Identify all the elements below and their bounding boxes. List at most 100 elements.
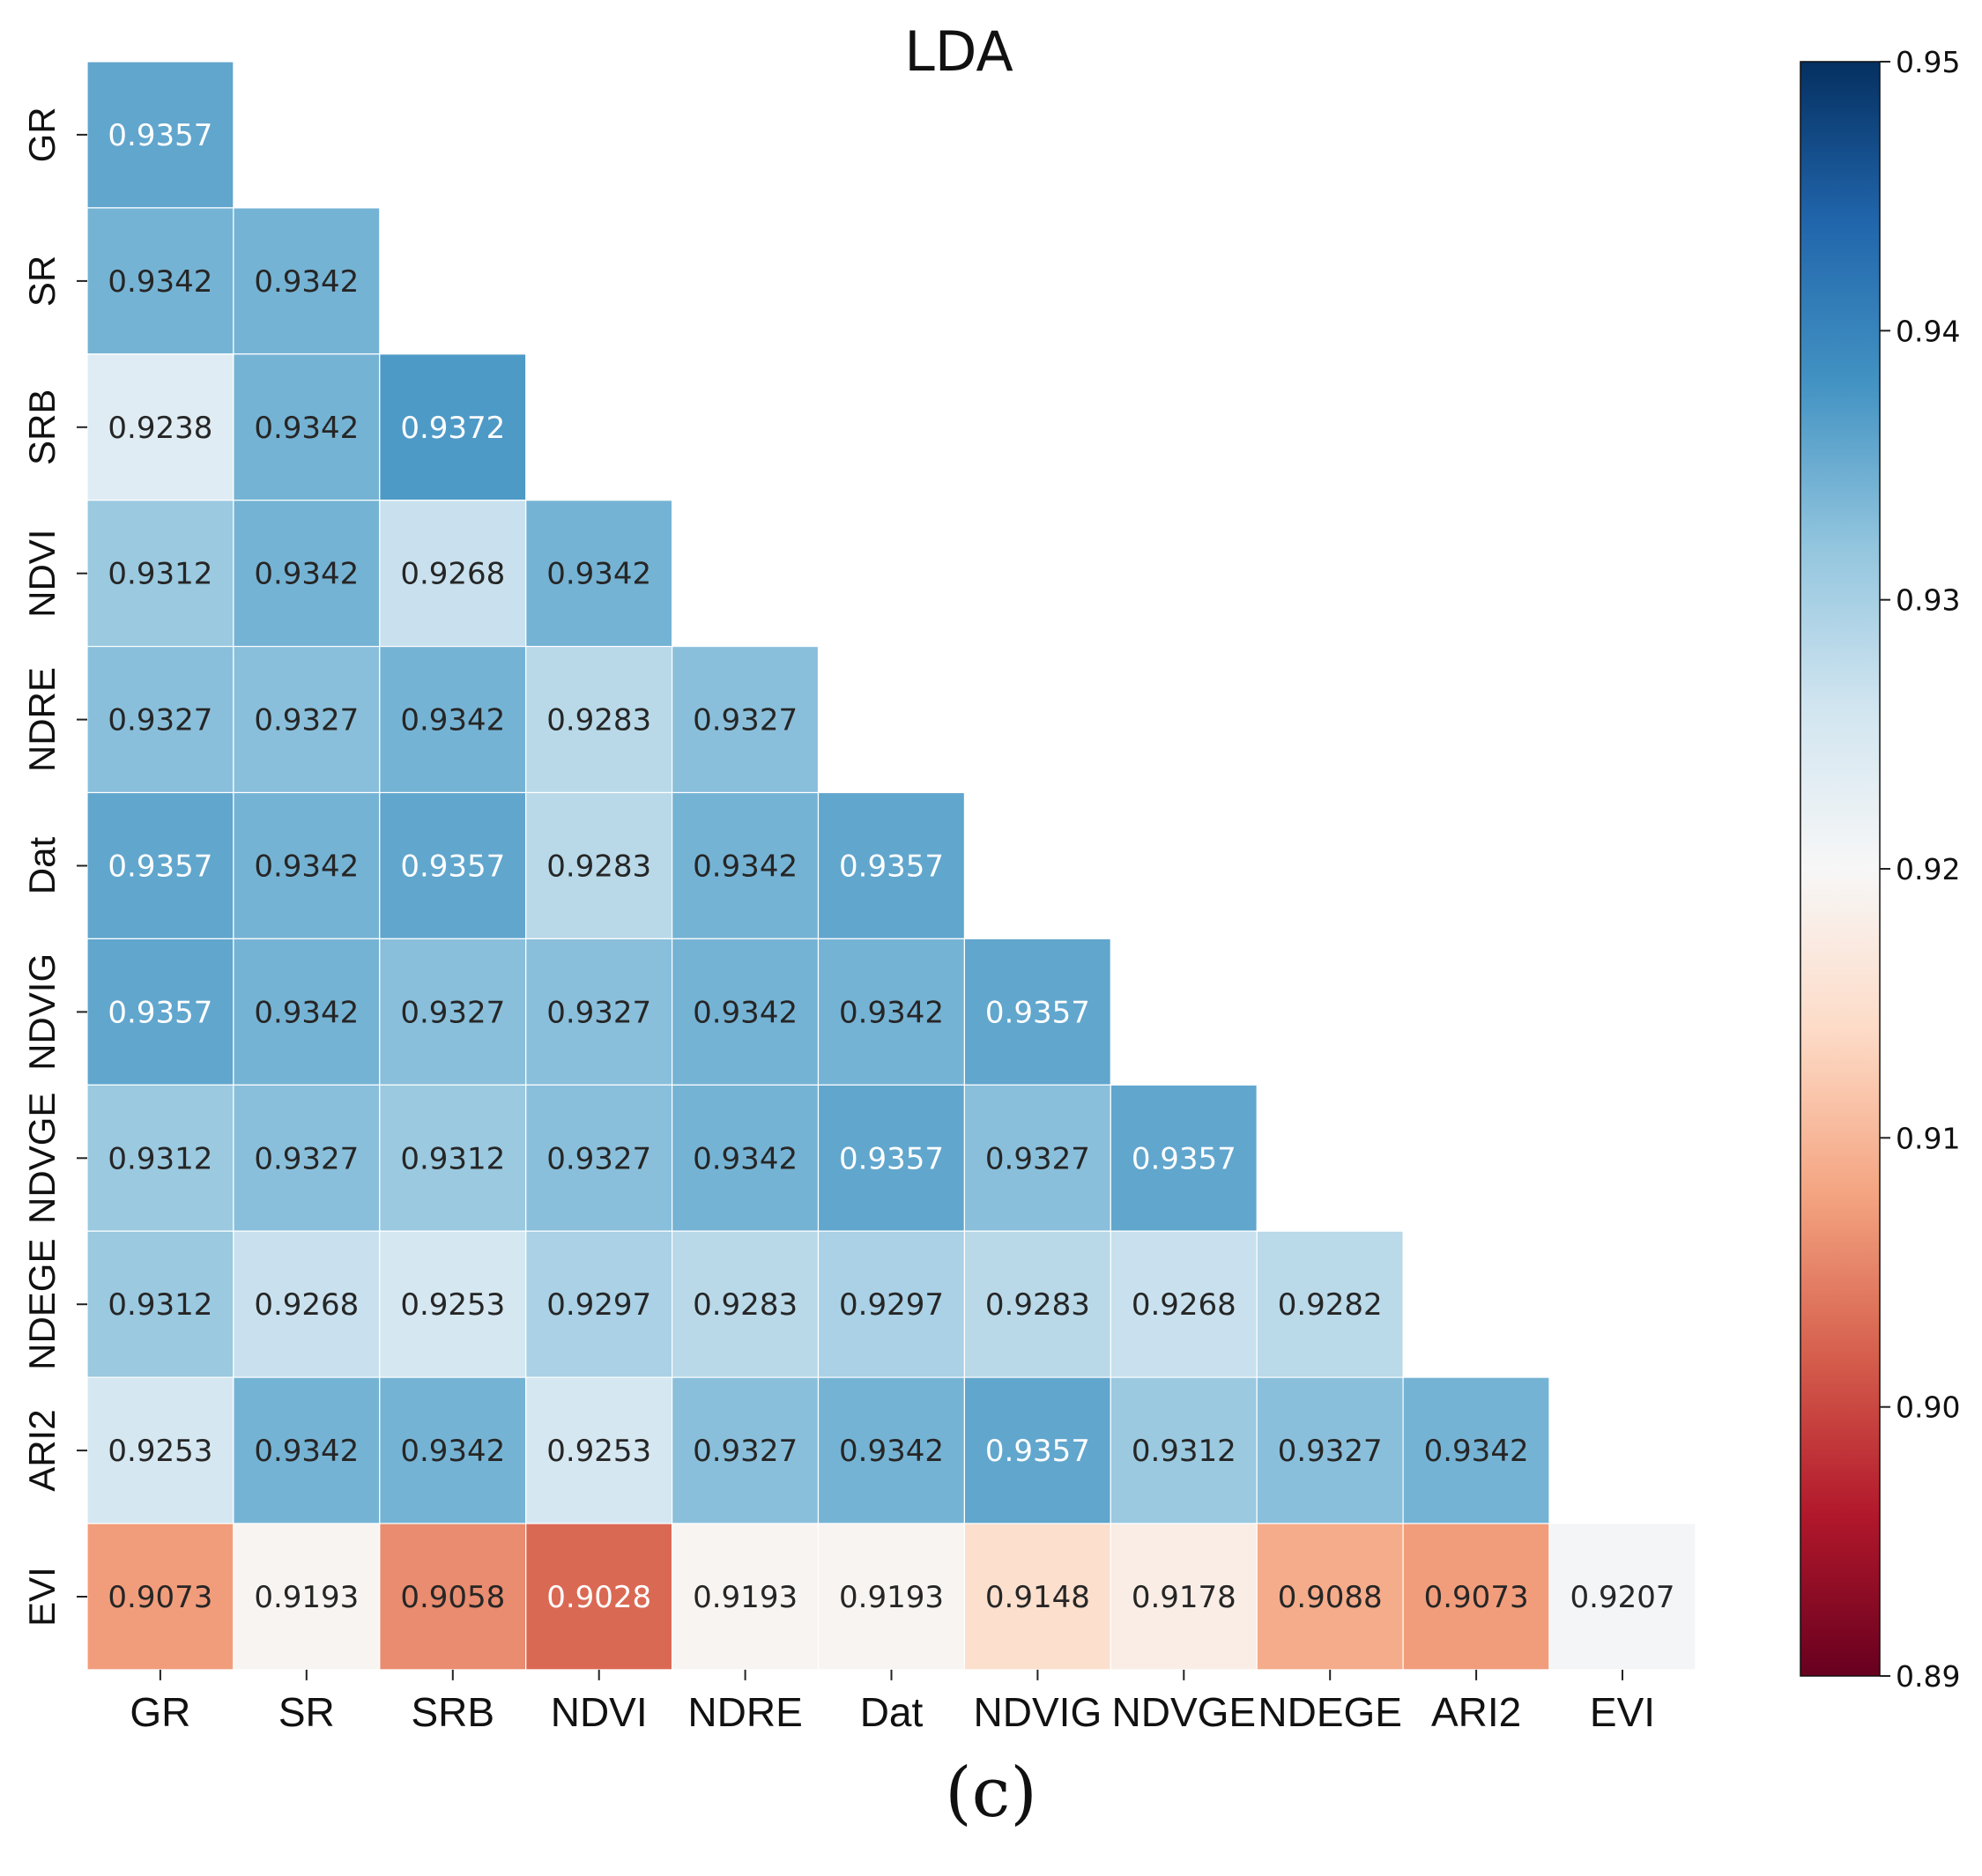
heatmap-cell	[671, 791, 820, 939]
cell-value-label: 0.9073	[1424, 1580, 1529, 1615]
colorbar-tick-label: 0.89	[1896, 1659, 1960, 1694]
y-tick-label: Dat	[21, 836, 63, 894]
colorbar-tick-label: 0.95	[1896, 45, 1960, 79]
y-tick-label: NDVI	[21, 530, 63, 618]
x-tick-label: SRB	[412, 1689, 495, 1735]
heatmap-cell	[525, 645, 673, 794]
cell-value-label: 0.9282	[1278, 1287, 1383, 1323]
heatmap-cell	[379, 791, 527, 939]
cell-value-label: 0.9327	[1278, 1434, 1383, 1469]
cell-value-label: 0.9357	[108, 995, 212, 1030]
x-tick-label: NDVI	[551, 1689, 648, 1735]
cell-value-label: 0.9342	[108, 264, 212, 300]
heatmap-cell	[379, 1230, 527, 1378]
cell-value-label: 0.9088	[1278, 1580, 1383, 1615]
heatmap-cell	[817, 791, 965, 939]
x-axis-labels: GR SR SRB NDVI NDRE Dat NDVIG NDVGE NDEGE ARI2 EVI	[130, 1669, 1655, 1735]
colorbar-tick-label: 0.92	[1896, 852, 1960, 886]
cell-value-label: 0.9193	[254, 1580, 359, 1615]
x-tick-label: SR	[278, 1689, 335, 1735]
heatmap-cells: 0.9357 0.9342 0.9342 0.9238 0.9342 0.9372 0.93…	[86, 61, 1696, 1671]
cell-value-label: 0.9327	[254, 703, 359, 738]
heatmap-cell	[233, 645, 381, 794]
chart-title: LDA	[904, 19, 1013, 84]
heatmap-cell	[1110, 1376, 1258, 1524]
cell-value-label: 0.9283	[546, 703, 651, 738]
cell-value-label: 0.9327	[985, 1141, 1090, 1176]
y-tick-label: NDEGE	[21, 1239, 63, 1370]
heatmap-cell	[525, 791, 673, 939]
heatmap-cell	[379, 1084, 527, 1232]
heatmap-cell	[817, 938, 965, 1086]
cell-value-label: 0.9268	[254, 1287, 359, 1323]
colorbar-tick-label: 0.93	[1896, 583, 1960, 618]
heatmap-cell	[379, 645, 527, 794]
heatmap-cell	[233, 1523, 381, 1671]
colorbar-ticks: 0.95 0.94 0.93 0.92 0.91 0.90 0.89	[1880, 45, 1960, 1694]
y-tick-label: SRB	[21, 389, 63, 465]
heatmap-cell	[817, 1376, 965, 1524]
heatmap-cell	[86, 1523, 234, 1671]
colorbar-tick-label: 0.94	[1896, 314, 1960, 348]
heatmap-cell	[963, 1523, 1111, 1671]
cell-value-label: 0.9283	[693, 1287, 798, 1323]
cell-value-label: 0.9342	[254, 1434, 359, 1469]
cell-value-label: 0.9357	[985, 1434, 1090, 1469]
cell-value-label: 0.9342	[839, 1434, 944, 1469]
cell-value-label: 0.9342	[693, 1141, 798, 1176]
cell-value-label: 0.9342	[693, 995, 798, 1030]
cell-value-label: 0.9327	[254, 1141, 359, 1176]
cell-value-label: 0.9357	[400, 849, 505, 885]
cell-value-label: 0.9342	[254, 411, 359, 446]
heatmap-cell	[233, 1230, 381, 1378]
x-tick-label: EVI	[1590, 1689, 1655, 1735]
y-tick-label: NDRE	[21, 667, 63, 772]
cell-value-label: 0.9148	[985, 1580, 1090, 1615]
heatmap-cell	[233, 1376, 381, 1524]
cell-value-label: 0.9312	[1132, 1434, 1236, 1469]
cell-value-label: 0.9342	[839, 995, 944, 1030]
cell-value-label: 0.9193	[839, 1580, 944, 1615]
heatmap-cell	[1256, 1230, 1404, 1378]
y-tick-label: GR	[21, 107, 63, 162]
cell-value-label: 0.9342	[693, 849, 798, 885]
x-tick-label: NDVGE	[1112, 1689, 1257, 1735]
cell-value-label: 0.9357	[839, 1141, 944, 1176]
heatmap-cell	[671, 645, 820, 794]
heatmap-cell	[1110, 1084, 1258, 1232]
cell-value-label: 0.9238	[108, 411, 212, 446]
heatmap-cell	[817, 1523, 965, 1671]
cell-value-label: 0.9297	[839, 1287, 944, 1323]
cell-value-label: 0.9342	[400, 1434, 505, 1469]
cell-value-label: 0.9342	[254, 849, 359, 885]
y-axis-labels: GR SR SRB NDVI NDRE Dat NDVIG NDVGE NDEGE ARI2 EVI	[21, 107, 87, 1627]
heatmap-cell	[233, 791, 381, 939]
y-tick-label: SR	[21, 256, 63, 307]
cell-value-label: 0.9058	[400, 1580, 505, 1615]
cell-value-label: 0.9357	[1132, 1141, 1236, 1176]
cell-value-label: 0.9357	[108, 849, 212, 885]
cell-value-label: 0.9312	[108, 1141, 212, 1176]
cell-value-label: 0.9253	[108, 1434, 212, 1469]
cell-value-label: 0.9342	[254, 557, 359, 592]
heatmap-cell	[379, 353, 527, 501]
cell-value-label: 0.9342	[1424, 1434, 1529, 1469]
heatmap-cell	[86, 353, 234, 501]
heatmap-cell	[86, 61, 234, 209]
heatmap-cell	[86, 1084, 234, 1232]
cell-value-label: 0.9357	[985, 995, 1090, 1030]
heatmap-cell	[86, 1230, 234, 1378]
heatmap-cell	[525, 1376, 673, 1524]
cell-value-label: 0.9327	[693, 703, 798, 738]
cell-value-label: 0.9268	[1132, 1287, 1236, 1323]
cell-value-label: 0.9342	[400, 703, 505, 738]
heatmap-cell	[379, 1376, 527, 1524]
cell-value-label: 0.9283	[546, 849, 651, 885]
cell-value-label: 0.9327	[108, 703, 212, 738]
heatmap-cell	[525, 938, 673, 1086]
cell-value-label: 0.9342	[254, 995, 359, 1030]
cell-value-label: 0.9327	[693, 1434, 798, 1469]
colorbar-tick-label: 0.90	[1896, 1390, 1960, 1425]
x-tick-label: NDVIG	[974, 1689, 1102, 1735]
